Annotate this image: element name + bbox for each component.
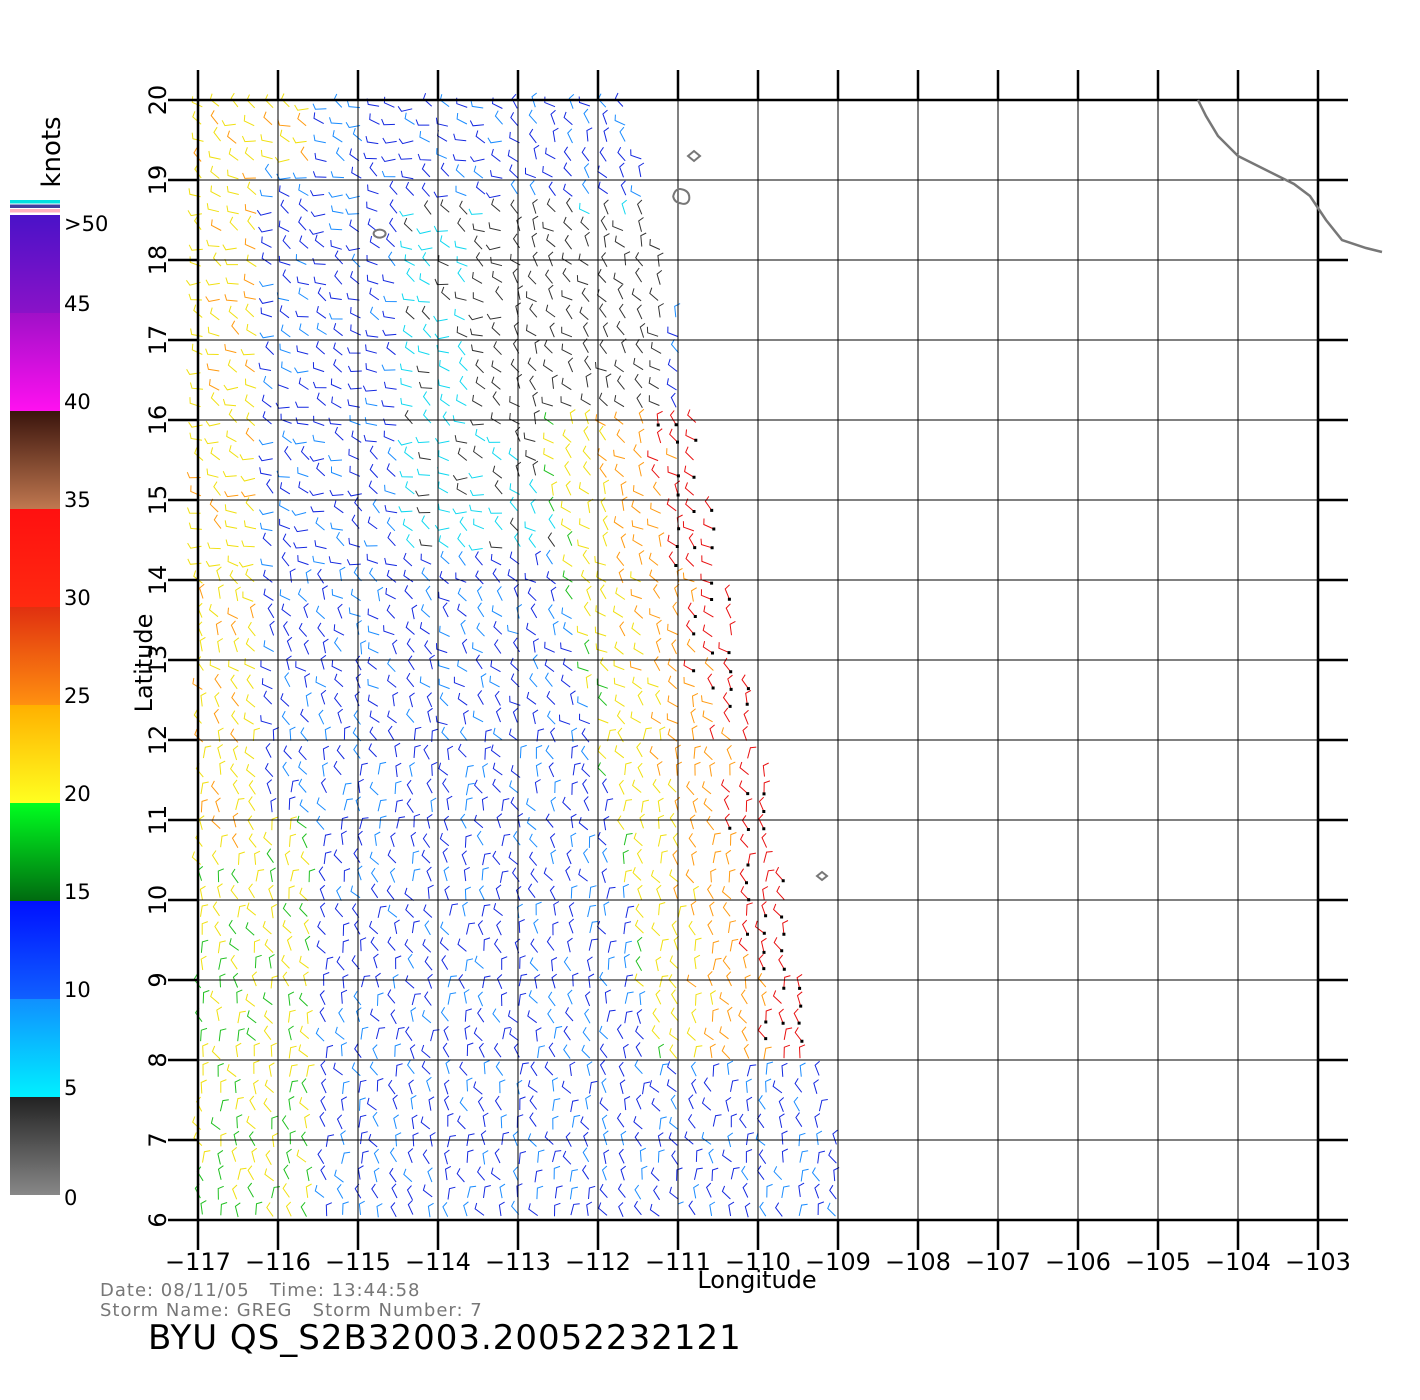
colorbar-band — [10, 999, 60, 1097]
colorbar-band — [10, 901, 60, 999]
lon-tick-label: −108 — [885, 1248, 951, 1276]
island-clipperton — [815, 870, 829, 882]
lon-tick-label: −104 — [1205, 1248, 1271, 1276]
lon-tick-label: −107 — [965, 1248, 1031, 1276]
lon-tick-label: −112 — [565, 1248, 631, 1276]
lat-tick-label: 15 — [144, 485, 172, 516]
island-clarion — [372, 228, 387, 239]
lat-tick-label: 13 — [144, 645, 172, 676]
lat-tick-label: 19 — [144, 165, 172, 196]
wind-barbs-ff9a10 — [186, 110, 772, 1060]
lon-tick-label: −106 — [1045, 1248, 1111, 1276]
lat-tick-label: 6 — [144, 1212, 172, 1227]
colorbar-unit-label: knots — [37, 116, 67, 187]
lat-tick-label: 8 — [144, 1052, 172, 1067]
colorbar-band — [10, 313, 60, 411]
ylabel: Latitude — [130, 614, 158, 713]
lon-tick-label: −110 — [725, 1248, 791, 1276]
colorbar-tick-label: 20 — [64, 782, 91, 806]
lon-tick-label: −111 — [645, 1248, 711, 1276]
wind-barbs-10d8f0 — [397, 199, 628, 551]
lat-tick-label: 11 — [144, 805, 172, 836]
colorbar-tick-label: 40 — [64, 390, 91, 414]
island-socorro — [672, 188, 691, 205]
colorbar-band — [10, 215, 60, 313]
colorbar-tick-label: 45 — [64, 292, 91, 316]
xlabel: Longitude — [697, 1266, 816, 1294]
lat-tick-label: 20 — [144, 85, 172, 116]
lon-tick-label: −105 — [1125, 1248, 1191, 1276]
lon-tick-label: −115 — [325, 1248, 391, 1276]
colorbar-tick-label: 25 — [64, 684, 91, 708]
product-id: BYU QS_S2B32003.20052232121 — [148, 1318, 742, 1358]
lat-tick-label: 18 — [144, 245, 172, 276]
wind-barbs-f0e010 — [185, 92, 716, 1217]
colorbar-tick-label: 35 — [64, 488, 91, 512]
colorbar-flag-stripe — [10, 204, 60, 208]
colorbar-flag-stripe — [10, 200, 60, 204]
wind-barbs-1428e0 — [256, 92, 840, 1218]
island-san-benedicto — [686, 149, 702, 163]
land-features — [372, 99, 1383, 882]
wind-barbs-1a8cff — [258, 92, 836, 1218]
colorbar-band — [10, 509, 60, 607]
lat-tick-label: 10 — [144, 885, 172, 916]
wind-barbs-layer — [185, 92, 840, 1218]
lon-tick-label: −103 — [1285, 1248, 1351, 1276]
lat-lon-grid — [196, 98, 1320, 1222]
axis-tick-labels: −117 −116 −115 −114 −113 −112 −111 −110 −109 −108… — [144, 85, 1351, 1276]
wind-barbs-333333 — [403, 197, 664, 549]
lon-tick-label: −117 — [165, 1248, 231, 1276]
lat-tick-label: 14 — [144, 565, 172, 596]
colorbar-tick-label: >50 — [64, 212, 108, 236]
axis-ticks — [168, 70, 1348, 1250]
rain-flag-markers — [656, 423, 804, 1043]
speed-colorbar: >50 45 40 35 30 25 20 15 10 5 0 — [10, 200, 108, 1210]
lat-tick-label: 7 — [144, 1132, 172, 1147]
colorbar-flag-stripe — [10, 209, 60, 213]
lon-tick-label: −113 — [485, 1248, 551, 1276]
mexico-coastline — [1196, 99, 1383, 254]
wind-barbs-e81010 — [647, 409, 806, 1059]
lat-tick-label: 9 — [144, 972, 172, 987]
colorbar-tick-label: 10 — [64, 978, 91, 1002]
colorbar-band — [10, 607, 60, 705]
lat-tick-label: 16 — [144, 405, 172, 436]
wind-barbs-20c020 — [193, 412, 665, 1218]
colorbar-tick-label: 5 — [64, 1076, 77, 1100]
lon-tick-label: −116 — [245, 1248, 311, 1276]
storm-info-line: Storm Name: GREG Storm Number: 7 — [100, 1300, 483, 1321]
lat-tick-label: 17 — [144, 325, 172, 356]
lat-tick-label: 12 — [144, 725, 172, 756]
lon-tick-label: −109 — [805, 1248, 871, 1276]
colorbar-tick-label: 0 — [64, 1186, 77, 1210]
colorbar-tick-label: 30 — [64, 586, 91, 610]
colorbar-band — [10, 411, 60, 509]
colorbar-band — [10, 705, 60, 803]
lon-tick-label: −114 — [405, 1248, 471, 1276]
colorbar-tick-label: 15 — [64, 880, 91, 904]
date-time-line: Date: 08/11/05 Time: 13:44:58 — [100, 1280, 421, 1301]
colorbar-band — [10, 803, 60, 901]
colorbar-band — [10, 1097, 60, 1195]
